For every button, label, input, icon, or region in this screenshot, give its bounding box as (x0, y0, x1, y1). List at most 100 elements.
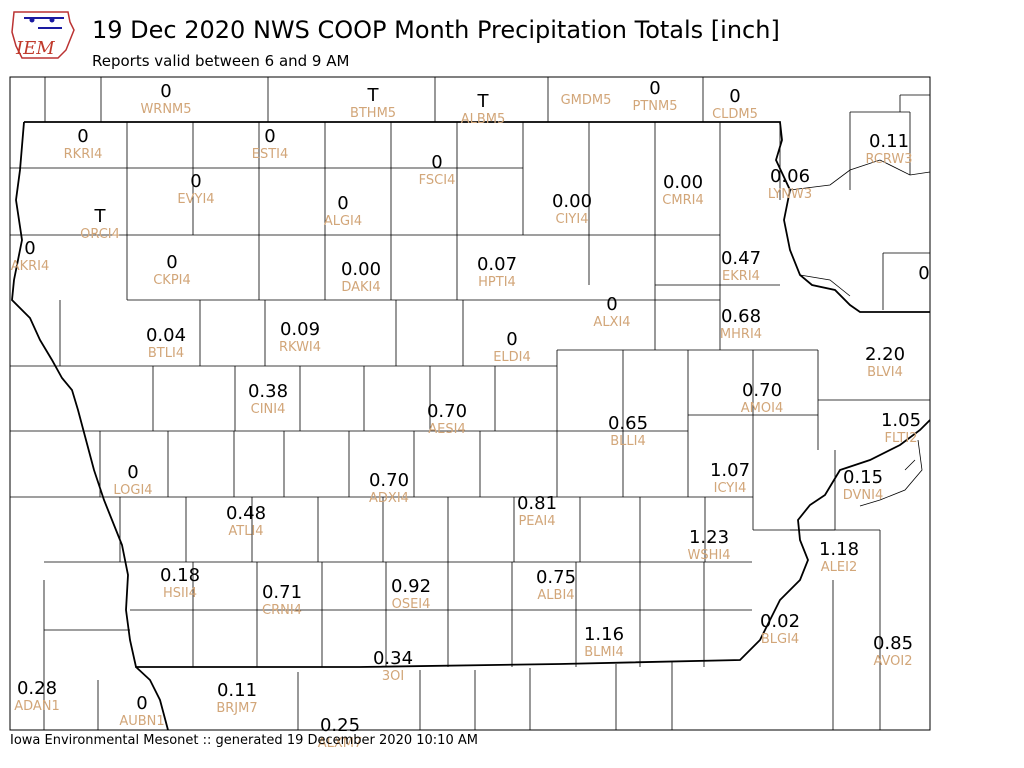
station-value: 2.20 (865, 344, 905, 365)
station-id: BLGI4 (761, 632, 799, 647)
station-id: ELDI4 (493, 350, 531, 365)
station-id: CIYI4 (556, 212, 589, 227)
station-id: OSEI4 (392, 597, 431, 612)
station-id: HSII4 (163, 586, 197, 601)
station-value: 0.70 (742, 380, 782, 401)
station-id: ADXI4 (369, 491, 409, 506)
station-id: ALXM7 (318, 736, 363, 751)
station-id: WSHI4 (688, 548, 731, 563)
station-value: 0.15 (843, 467, 883, 488)
station-value: 0.75 (536, 567, 576, 588)
station-id: BTLI4 (148, 346, 184, 361)
station-id: ORCI4 (80, 227, 120, 242)
station-value: 0.65 (608, 413, 648, 434)
station-value: 0.81 (517, 493, 557, 514)
station-unnamed: 0 (918, 263, 929, 284)
station-value: 0 (264, 126, 275, 147)
station-value: 0 (431, 152, 442, 173)
station-id: ALXI4 (593, 315, 630, 330)
station-value: 0.09 (280, 319, 320, 340)
station-id: ALBI4 (537, 588, 574, 603)
station-id: BTHM5 (350, 106, 396, 121)
station-value: 0 (166, 252, 177, 273)
station-id: ALBM5 (461, 112, 506, 127)
station-id: ALGI4 (324, 214, 362, 229)
footer-credit: Iowa Environmental Mesonet :: generated … (10, 733, 478, 748)
map-frame (9, 76, 931, 731)
station-value: 1.18 (819, 539, 859, 560)
station-value: 0 (506, 329, 517, 350)
station-value: 0.00 (341, 259, 381, 280)
station-id: CKPI4 (153, 273, 191, 288)
station-value: 1.16 (584, 624, 624, 645)
county-boundaries (10, 77, 930, 730)
station-id: WRNM5 (140, 102, 191, 117)
iem-logo: IEM (8, 6, 76, 64)
station-value: 0 (190, 171, 201, 192)
station-value: 0.47 (721, 248, 761, 269)
station-value: 0.85 (873, 633, 913, 654)
station-id: AMOI4 (741, 401, 783, 416)
station-value: T (367, 85, 380, 106)
station-id: 3OI (382, 669, 404, 684)
station-id: ICYI4 (714, 481, 747, 496)
station-gmdm5: GMDM5 (561, 93, 612, 108)
station-value: 0.71 (262, 582, 302, 603)
station-id: FSCI4 (419, 173, 456, 188)
map-subtitle: Reports valid between 6 and 9 AM (92, 52, 350, 70)
station-id: CINI4 (251, 402, 286, 417)
station-value: 1.05 (881, 410, 921, 431)
station-value: 0 (337, 193, 348, 214)
station-value: 0.70 (369, 470, 409, 491)
station-value: T (477, 91, 490, 112)
station-value: 0.00 (552, 191, 592, 212)
station-value: 0.11 (217, 680, 257, 701)
station-id: ESTI4 (252, 147, 289, 162)
station-value: 0.11 (869, 131, 909, 152)
station-value: 0.92 (391, 576, 431, 597)
station-id: ADAN1 (14, 699, 60, 714)
station-value: 0 (136, 693, 147, 714)
station-value: 0 (127, 462, 138, 483)
station-value: 0 (160, 81, 171, 102)
station-value: 0 (649, 78, 660, 99)
station-id: LOGI4 (113, 483, 152, 498)
station-id: AESI4 (428, 422, 465, 437)
station-value: 0.34 (373, 648, 413, 669)
station-id: RKWI4 (279, 340, 321, 355)
station-value: 0 (606, 294, 617, 315)
map-title: 19 Dec 2020 NWS COOP Month Precipitation… (92, 16, 780, 44)
station-value: 0.28 (17, 678, 57, 699)
station-value: 0 (77, 126, 88, 147)
station-value: 0 (24, 238, 35, 259)
station-value: 0.68 (721, 306, 761, 327)
